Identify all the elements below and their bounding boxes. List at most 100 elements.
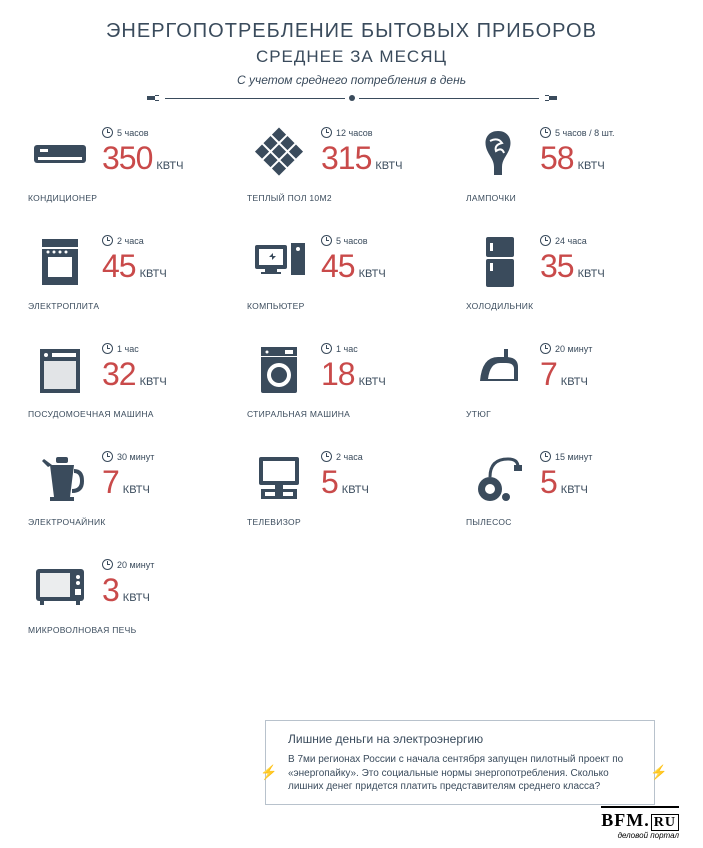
appliance-label: ПЫЛЕСОС bbox=[466, 517, 675, 527]
appliance-label: ХОЛОДИЛЬНИК bbox=[466, 301, 675, 311]
appliance-label: МИКРОВОЛНОВАЯ ПЕЧЬ bbox=[28, 625, 237, 635]
kwh-value: 18 bbox=[321, 356, 355, 393]
plug-right-icon bbox=[543, 93, 557, 103]
appliance-label: ЛАМПОЧКИ bbox=[466, 193, 675, 203]
kwh-value: 5 bbox=[540, 464, 557, 501]
callout-box: ⚡ ⚡ Лишние деньги на электроэнергию В 7м… bbox=[265, 720, 655, 805]
callout-title: Лишние деньги на электроэнергию bbox=[288, 731, 632, 747]
kwh-value: 32 bbox=[102, 356, 136, 393]
usage-time: 30 минут bbox=[102, 451, 154, 462]
appliance-label: ПОСУДОМОЕЧНАЯ МАШИНА bbox=[28, 409, 237, 419]
fridge-icon bbox=[466, 229, 530, 293]
usage-time: 5 часов / 8 шт. bbox=[540, 127, 614, 138]
appliance-grid: 5 часов 350 КВТЧ КОНДИЦИОНЕР 12 часов 31… bbox=[28, 121, 675, 635]
usage-time: 12 часов bbox=[321, 127, 402, 138]
appliance-cell: 2 часа 45 КВТЧ ЭЛЕКТРОПЛИТА bbox=[28, 229, 237, 311]
appliance-label: СТИРАЛЬНАЯ МАШИНА bbox=[247, 409, 456, 419]
floor-icon bbox=[247, 121, 311, 185]
clock-icon bbox=[102, 343, 113, 354]
clock-icon bbox=[540, 343, 551, 354]
kwh-value: 45 bbox=[321, 248, 355, 285]
header: ЭНЕРГОПОТРЕБЛЕНИЕ БЫТОВЫХ ПРИБОРОВ СРЕДН… bbox=[28, 20, 675, 103]
kwh-unit: КВТЧ bbox=[561, 376, 588, 388]
usage-time: 20 минут bbox=[102, 559, 154, 570]
kwh-value: 35 bbox=[540, 248, 574, 285]
clock-icon bbox=[321, 127, 332, 138]
usage-time: 15 минут bbox=[540, 451, 592, 462]
clock-icon bbox=[321, 343, 332, 354]
kwh-unit: КВТЧ bbox=[140, 376, 167, 388]
pc-icon bbox=[247, 229, 311, 293]
appliance-label: ЭЛЕКТРОПЛИТА bbox=[28, 301, 237, 311]
appliance-cell: 15 минут 5 КВТЧ ПЫЛЕСОС bbox=[466, 445, 675, 527]
clock-icon bbox=[102, 235, 113, 246]
callout-body: В 7ми регионах России с начала сентября … bbox=[288, 753, 632, 794]
main-title: ЭНЕРГОПОТРЕБЛЕНИЕ БЫТОВЫХ ПРИБОРОВ bbox=[28, 20, 675, 43]
footer-tagline: деловой портал bbox=[601, 831, 679, 840]
footer-logo: BFM.RU bbox=[601, 806, 679, 831]
appliance-label: УТЮГ bbox=[466, 409, 675, 419]
kwh-unit: КВТЧ bbox=[342, 484, 369, 496]
subtitle: СРЕДНЕЕ ЗА МЕСЯЦ bbox=[28, 47, 675, 67]
iron-icon bbox=[466, 337, 530, 401]
tv-icon bbox=[247, 445, 311, 509]
appliance-cell: 5 часов 350 КВТЧ КОНДИЦИОНЕР bbox=[28, 121, 237, 203]
ac-icon bbox=[28, 121, 92, 185]
footer: BFM.RU деловой портал bbox=[601, 806, 679, 840]
kwh-unit: КВТЧ bbox=[123, 484, 150, 496]
clock-icon bbox=[102, 127, 113, 138]
appliance-label: ТЕПЛЫЙ ПОЛ 10М2 bbox=[247, 193, 456, 203]
usage-time: 5 часов bbox=[321, 235, 386, 246]
usage-time: 5 часов bbox=[102, 127, 183, 138]
kwh-unit: КВТЧ bbox=[359, 376, 386, 388]
vacuum-icon bbox=[466, 445, 530, 509]
appliance-cell: 12 часов 315 КВТЧ ТЕПЛЫЙ ПОЛ 10М2 bbox=[247, 121, 456, 203]
bulb-icon bbox=[466, 121, 530, 185]
clock-icon bbox=[540, 451, 551, 462]
kwh-value: 3 bbox=[102, 572, 119, 609]
appliance-cell: 20 минут 3 КВТЧ МИКРОВОЛНОВАЯ ПЕЧЬ bbox=[28, 553, 237, 635]
kwh-unit: КВТЧ bbox=[375, 160, 402, 172]
kwh-value: 350 bbox=[102, 140, 152, 177]
usage-time: 24 часа bbox=[540, 235, 605, 246]
appliance-cell: 5 часов / 8 шт. 58 КВТЧ ЛАМПОЧКИ bbox=[466, 121, 675, 203]
kwh-unit: КВТЧ bbox=[156, 160, 183, 172]
appliance-cell: 2 часа 5 КВТЧ ТЕЛЕВИЗОР bbox=[247, 445, 456, 527]
kwh-value: 7 bbox=[540, 356, 557, 393]
usage-time: 2 часа bbox=[321, 451, 369, 462]
kwh-value: 7 bbox=[102, 464, 119, 501]
appliance-cell: 30 минут 7 КВТЧ ЭЛЕКТРОЧАЙНИК bbox=[28, 445, 237, 527]
appliance-cell: 1 час 18 КВТЧ СТИРАЛЬНАЯ МАШИНА bbox=[247, 337, 456, 419]
micro-icon bbox=[28, 553, 92, 617]
appliance-cell: 1 час 32 КВТЧ ПОСУДОМОЕЧНАЯ МАШИНА bbox=[28, 337, 237, 419]
kwh-unit: КВТЧ bbox=[140, 268, 167, 280]
clock-icon bbox=[102, 451, 113, 462]
clock-icon bbox=[540, 127, 551, 138]
clock-icon bbox=[321, 235, 332, 246]
kwh-value: 5 bbox=[321, 464, 338, 501]
plug-left-icon bbox=[147, 93, 161, 103]
clock-icon bbox=[540, 235, 551, 246]
appliance-label: КОМПЬЮТЕР bbox=[247, 301, 456, 311]
bolt-icon: ⚡ bbox=[260, 763, 270, 779]
appliance-label: КОНДИЦИОНЕР bbox=[28, 193, 237, 203]
appliance-label: ТЕЛЕВИЗОР bbox=[247, 517, 456, 527]
usage-time: 2 часа bbox=[102, 235, 167, 246]
clock-icon bbox=[321, 451, 332, 462]
usage-time: 1 час bbox=[321, 343, 386, 354]
kettle-icon bbox=[28, 445, 92, 509]
kwh-value: 315 bbox=[321, 140, 371, 177]
wash-icon bbox=[247, 337, 311, 401]
kwh-unit: КВТЧ bbox=[123, 592, 150, 604]
divider bbox=[28, 93, 675, 103]
kwh-value: 45 bbox=[102, 248, 136, 285]
usage-time: 1 час bbox=[102, 343, 167, 354]
header-note: С учетом среднего потребления в день bbox=[28, 73, 675, 87]
kwh-value: 58 bbox=[540, 140, 574, 177]
kwh-unit: КВТЧ bbox=[578, 268, 605, 280]
bolt-icon: ⚡ bbox=[650, 763, 660, 779]
stove-icon bbox=[28, 229, 92, 293]
appliance-cell: 24 часа 35 КВТЧ ХОЛОДИЛЬНИК bbox=[466, 229, 675, 311]
appliance-cell: 20 минут 7 КВТЧ УТЮГ bbox=[466, 337, 675, 419]
usage-time: 20 минут bbox=[540, 343, 592, 354]
